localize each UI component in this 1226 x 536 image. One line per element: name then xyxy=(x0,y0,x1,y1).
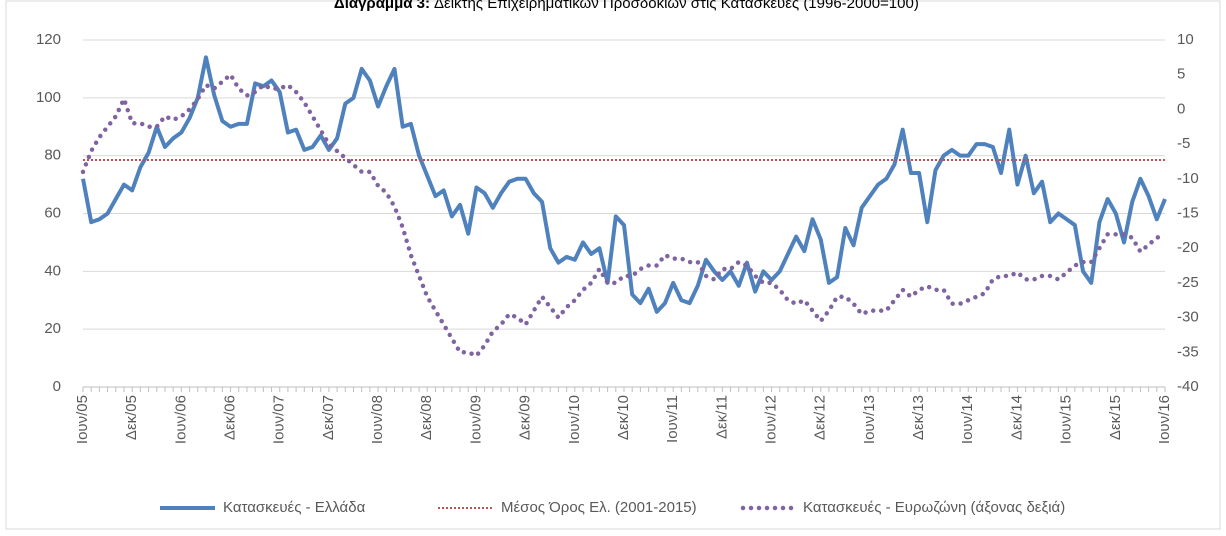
y-tick-label: 60 xyxy=(44,204,61,221)
y2-tick-label: -10 xyxy=(1177,170,1199,187)
x-tick-label: Ιουν/10 xyxy=(566,395,583,444)
x-tick-label: Ιουν/06 xyxy=(172,395,189,444)
x-tick-label: Ιουν/12 xyxy=(763,395,780,444)
y-tick-label: 120 xyxy=(36,31,61,48)
y2-tick-label: 0 xyxy=(1177,100,1185,117)
x-tick-label: Ιουν/08 xyxy=(369,395,386,444)
chart-frame xyxy=(5,0,1221,530)
series-line xyxy=(81,55,1167,314)
y2-tick-label: -15 xyxy=(1177,204,1199,221)
x-tick-label: Ιουν/11 xyxy=(664,395,681,443)
x-tick-label: Δεκ/15 xyxy=(1107,395,1124,440)
y2-tick-label: 10 xyxy=(1177,31,1194,48)
x-tick-label: Δεκ/14 xyxy=(1008,395,1025,440)
x-tick-label: Δεκ/08 xyxy=(418,395,435,440)
x-tick-label: Ιουν/15 xyxy=(1058,395,1075,444)
y2-tick-label: -35 xyxy=(1177,343,1199,360)
x-tick-label: Ιουν/05 xyxy=(74,395,91,444)
y2-tick-label: -20 xyxy=(1177,239,1199,256)
x-tick-label: Ιουν/09 xyxy=(467,395,484,444)
y-tick-label: 80 xyxy=(44,147,61,164)
x-tick-label: Δεκ/07 xyxy=(320,395,337,440)
x-tick-label: Ιουν/16 xyxy=(1156,395,1173,444)
y2-tick-label: -40 xyxy=(1177,378,1199,395)
chart-title-label: Διάγραμμα 3: xyxy=(334,0,430,12)
x-tick-label: Ιουν/14 xyxy=(959,395,976,444)
y2-tick-label: -25 xyxy=(1177,274,1199,291)
y-tick-label: 0 xyxy=(53,378,61,395)
y-tick-label: 40 xyxy=(44,262,61,279)
x-tick-label: Ιουν/13 xyxy=(861,395,878,444)
chart-title: Δείκτης Επιχειρηματικών Προσδοκιών στις … xyxy=(434,0,919,12)
x-tick-label: Δεκ/05 xyxy=(123,395,140,440)
x-tick-label: Δεκ/11 xyxy=(713,395,730,439)
y2-tick-label: -30 xyxy=(1177,309,1199,326)
legend-label: Μέσος Όρος Ελ. (2001-2015) xyxy=(501,499,697,516)
x-tick-label: Δεκ/12 xyxy=(812,395,829,440)
legend-label: Κατασκευές - Ευρωζώνη (άξονας δεξιά) xyxy=(803,499,1065,516)
y2-tick-label: -5 xyxy=(1177,135,1190,152)
y2-tick-label: 5 xyxy=(1177,66,1185,83)
series-line xyxy=(80,71,1168,359)
legend-label: Κατασκευές - Ελλάδα xyxy=(223,499,366,516)
x-tick-label: Δεκ/06 xyxy=(222,395,239,440)
x-tick-label: Δεκ/10 xyxy=(615,395,632,440)
y-tick-label: 100 xyxy=(36,89,61,106)
x-tick-label: Δεκ/09 xyxy=(517,395,534,440)
x-tick-label: Δεκ/13 xyxy=(910,395,927,440)
x-tick-label: Ιουν/07 xyxy=(271,395,288,444)
y-tick-label: 20 xyxy=(44,320,61,337)
